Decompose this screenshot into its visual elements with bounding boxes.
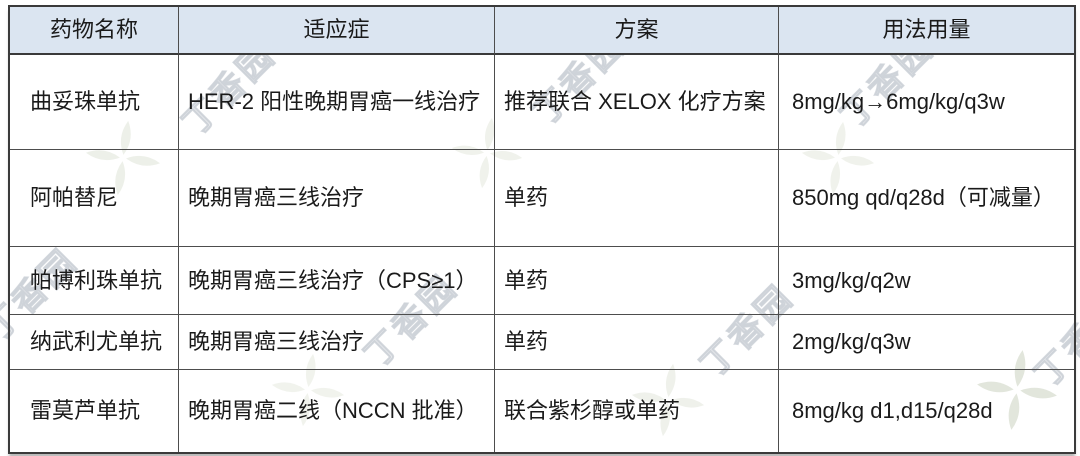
dosage-cell: 8mg/kg d1,d15/q28d	[792, 398, 993, 424]
header-dosage: 用法用量	[779, 7, 1074, 55]
indication-cell: HER-2 阳性晚期胃癌一线治疗	[179, 55, 495, 150]
header-regimen: 方案	[495, 7, 779, 55]
dosage-cell: 850mg qd/q28d（可减量）	[779, 150, 1074, 247]
regimen-cell: 单药	[495, 315, 779, 370]
drug-name-cell: 雷莫芦单抗	[10, 370, 179, 452]
dosage-cell: 3mg/kg/q2w	[779, 247, 1074, 315]
indication-cell: 晚期胃癌三线治疗	[179, 150, 495, 247]
drug-name-cell: 帕博利珠单抗	[10, 247, 179, 315]
regimen-cell: 联合紫杉醇或单药	[495, 370, 779, 452]
header-drug-name: 药物名称	[10, 7, 179, 55]
header-indication: 适应症	[179, 7, 495, 55]
regimen-cell: 推荐联合 XELOX 化疗方案	[495, 55, 779, 150]
indication-cell: 晚期胃癌二线（NCCN 批准）	[179, 370, 495, 452]
drug-therapy-table: 药物名称 适应症 方案 用法用量 曲妥珠单抗 HER-2 阳性晚期胃癌一线治疗 …	[8, 5, 1076, 454]
regimen-cell: 单药	[495, 150, 779, 247]
dosage-cell: 2mg/kg/q3w	[779, 315, 1074, 370]
drug-name-cell: 纳武利尤单抗	[10, 315, 179, 370]
drug-name-cell: 阿帕替尼	[10, 150, 179, 247]
indication-cell: 晚期胃癌三线治疗	[179, 315, 495, 370]
dosage-cell: 8mg/kg→6mg/kg/q3w	[779, 55, 1074, 150]
regimen-cell: 单药	[495, 247, 779, 315]
indication-cell: 晚期胃癌三线治疗（CPS≥1）	[179, 247, 495, 315]
drug-name-cell: 曲妥珠单抗	[10, 55, 179, 150]
